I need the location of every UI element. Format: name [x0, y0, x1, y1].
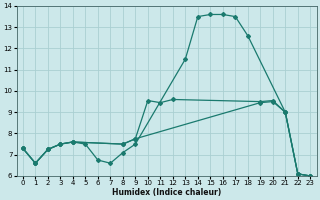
- X-axis label: Humidex (Indice chaleur): Humidex (Indice chaleur): [112, 188, 221, 197]
